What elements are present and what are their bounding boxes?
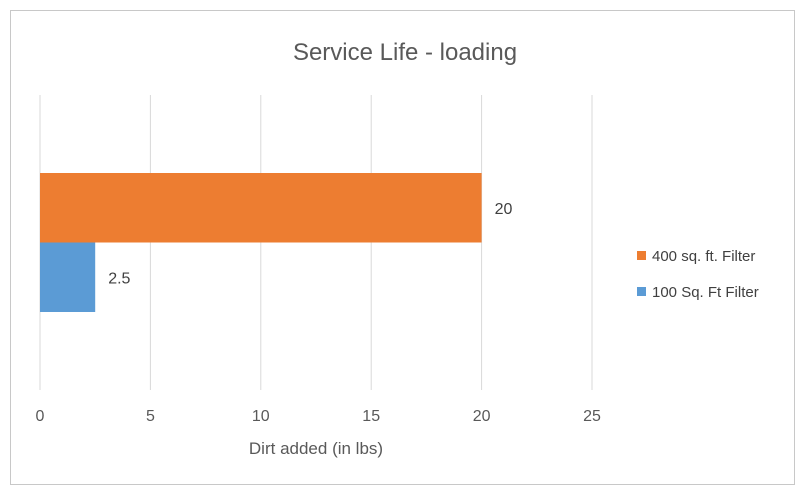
chart-title: Service Life - loading: [293, 39, 517, 66]
data-label: 20: [495, 201, 513, 218]
data-label: 2.5: [108, 270, 130, 287]
x-tick-label: 5: [146, 408, 155, 425]
bar-0: [40, 173, 482, 243]
chart-frame: [10, 10, 795, 485]
x-tick-labels: 0 5 10 15 20 25: [36, 408, 601, 425]
x-tick-label: 25: [583, 408, 601, 425]
x-tick-label: 15: [362, 408, 380, 425]
x-tick-label: 20: [473, 408, 491, 425]
data-labels: 202.5: [108, 201, 512, 288]
legend: 400 sq. ft. Filter 100 Sq. Ft Filter: [637, 248, 759, 301]
legend-label: 100 Sq. Ft Filter: [652, 284, 759, 301]
bars: [40, 173, 482, 312]
x-tick-label: 10: [252, 408, 270, 425]
x-tick-label: 0: [36, 408, 45, 425]
legend-swatch: [637, 251, 646, 260]
bar-1: [40, 242, 96, 312]
legend-label: 400 sq. ft. Filter: [652, 248, 755, 265]
x-axis-title: Dirt added (in lbs): [249, 439, 383, 458]
legend-swatch: [637, 287, 646, 296]
